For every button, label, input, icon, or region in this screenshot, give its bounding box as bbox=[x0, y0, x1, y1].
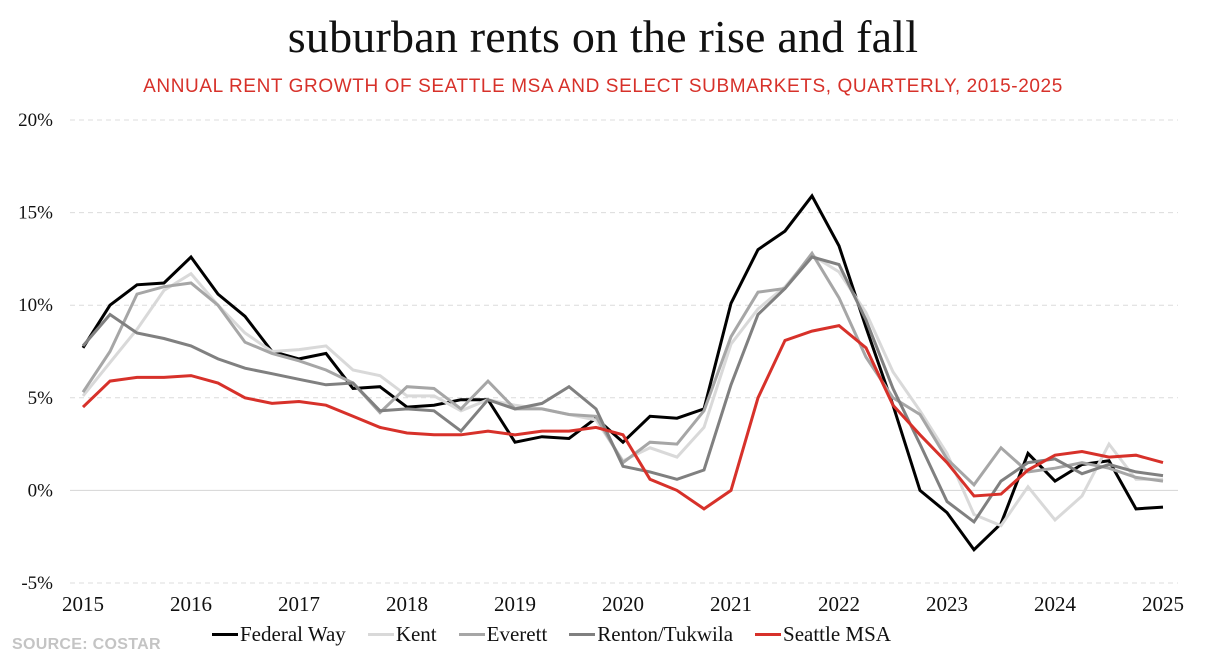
y-tick-label: 15% bbox=[18, 203, 53, 224]
x-tick-label: 2015 bbox=[62, 592, 104, 616]
legend-item-seattle-msa: Seattle MSA bbox=[755, 622, 891, 647]
series-line-everett bbox=[81, 250, 1164, 488]
legend-swatch bbox=[755, 633, 782, 636]
legend-item-renton-tukwila: Renton/Tukwila bbox=[569, 622, 733, 647]
series-line-seattle-msa bbox=[81, 323, 1164, 511]
y-tick-label: 20% bbox=[18, 110, 53, 131]
legend: Federal Way Kent Everett Renton/Tukwila … bbox=[212, 622, 913, 647]
x-tick-label: 2024 bbox=[1034, 592, 1077, 616]
x-tick-label: 2022 bbox=[818, 592, 860, 616]
series-lines bbox=[81, 193, 1164, 552]
legend-swatch bbox=[569, 633, 596, 636]
y-axis-ticks: 20% 15% 10% 5% 0% -5% bbox=[18, 110, 53, 594]
y-tick-label: 5% bbox=[28, 388, 54, 409]
x-tick-label: 2025 bbox=[1142, 592, 1184, 616]
x-tick-label: 2018 bbox=[386, 592, 428, 616]
chart-title: suburban rents on the rise and fall bbox=[287, 11, 919, 62]
x-tick-label: 2023 bbox=[926, 592, 968, 616]
series-line-kent bbox=[81, 253, 1163, 528]
legend-swatch bbox=[458, 633, 485, 636]
gridlines bbox=[70, 119, 1178, 584]
series-line-renton-tukwila bbox=[81, 255, 1164, 525]
legend-label: Everett bbox=[486, 622, 548, 646]
x-tick-label: 2017 bbox=[278, 592, 320, 616]
x-tick-label: 2021 bbox=[710, 592, 752, 616]
y-tick-label: 0% bbox=[28, 480, 54, 501]
legend-swatch bbox=[367, 633, 394, 636]
source-note: SOURCE: COSTAR bbox=[12, 636, 161, 653]
legend-label: Federal Way bbox=[240, 622, 346, 646]
legend-item-kent: Kent bbox=[367, 622, 437, 647]
legend-item-federal-way: Federal Way bbox=[212, 622, 346, 647]
legend-label: Kent bbox=[395, 622, 437, 646]
x-tick-label: 2016 bbox=[170, 592, 212, 616]
series-line-federal-way bbox=[81, 193, 1164, 552]
y-tick-label: -5% bbox=[21, 573, 53, 594]
legend-item-everett: Everett bbox=[458, 622, 548, 647]
x-axis-ticks: 2015 2016 2017 2018 2019 2020 2021 2022 2023 2024… bbox=[62, 592, 1184, 616]
legend-label: Seattle MSA bbox=[783, 622, 891, 646]
legend-label: Renton/Tukwila bbox=[597, 622, 734, 646]
chart-subtitle: ANNUAL RENT GROWTH OF SEATTLE MSA AND SE… bbox=[143, 76, 1063, 97]
x-tick-label: 2020 bbox=[602, 592, 644, 616]
x-tick-label: 2019 bbox=[494, 592, 536, 616]
legend-swatch bbox=[212, 633, 238, 636]
y-tick-label: 10% bbox=[18, 295, 53, 316]
